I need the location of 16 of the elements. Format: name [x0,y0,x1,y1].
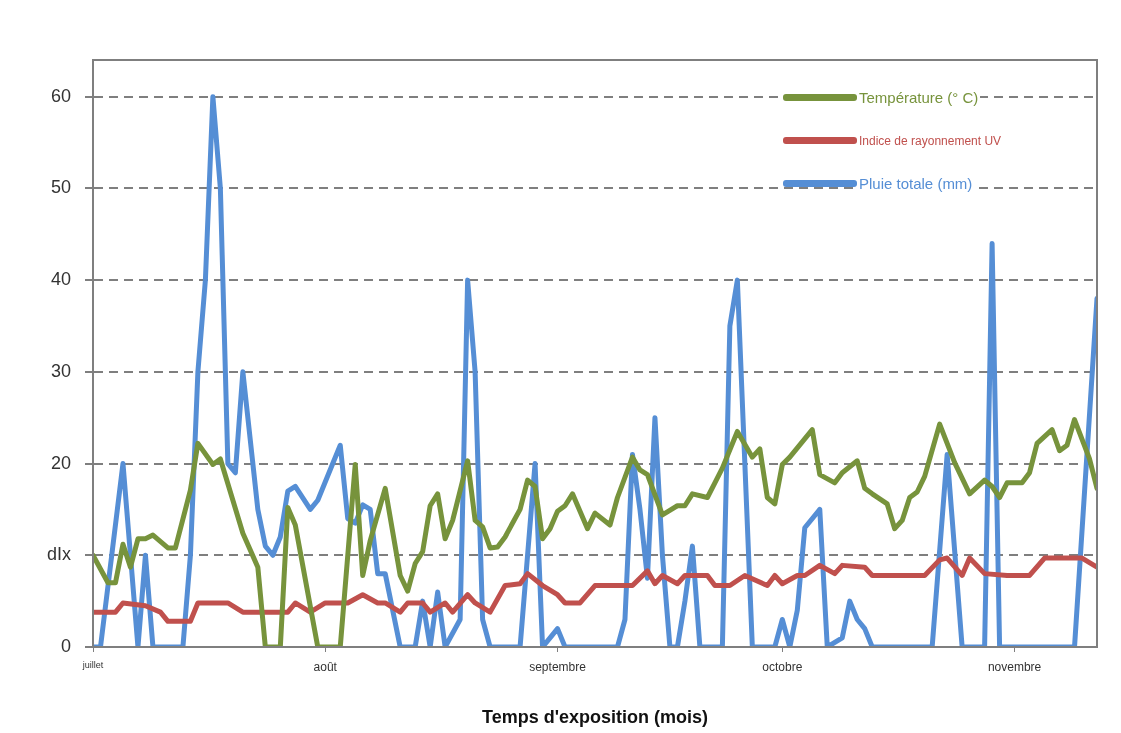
y-tick-label: dIx [46,544,71,565]
x-tick-label: octobre [762,659,803,674]
y-tick-label: 20 [50,452,71,473]
y-tick-label: 0 [60,635,71,656]
x-tick-label: août [313,659,338,674]
x-axis-title: Temps d'exposition (mois) [482,707,708,728]
x-tick-label: novembre [987,659,1042,674]
y-tick-label: 30 [50,360,71,381]
x-tick-label: septembre [529,659,587,674]
legend-label: Température (° C) [857,88,981,107]
y-tick-label: 40 [50,269,71,290]
y-tick-label: 50 [50,177,71,198]
text: Indice de rayonnement UV [857,132,1004,149]
x-tick-label: juillet [81,659,104,670]
y-tick-label: 60 [50,85,71,106]
legend-label: Pluie totale (mm) [857,174,975,193]
